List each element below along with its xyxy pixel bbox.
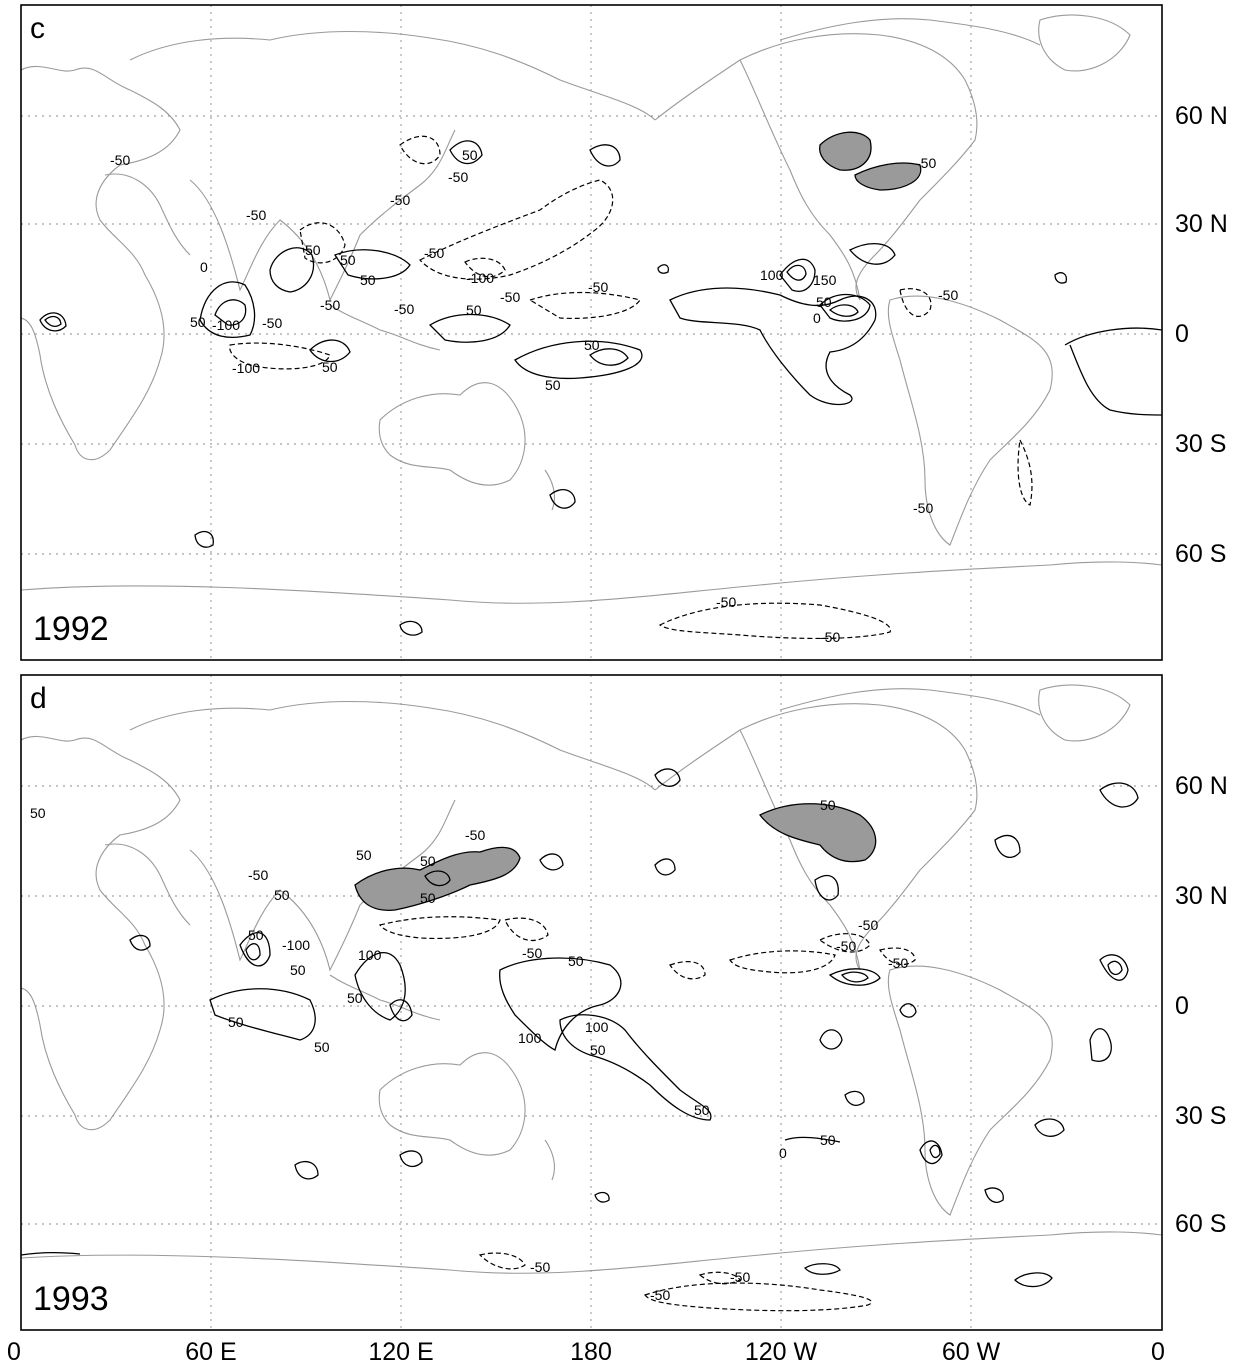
lat-label-eq: 0 bbox=[1175, 320, 1189, 348]
contour-label: 150 bbox=[813, 272, 837, 288]
contour-label: -50 bbox=[110, 152, 130, 168]
contour-label: 100 bbox=[358, 947, 382, 963]
contour-label: -50 bbox=[730, 1269, 750, 1285]
contour-label: -50 bbox=[588, 279, 608, 295]
contour-label: -50 bbox=[448, 169, 468, 185]
contour-label: -50 bbox=[858, 917, 878, 933]
contour-label: -50 bbox=[248, 867, 268, 883]
panel-c-letter: c bbox=[30, 12, 45, 45]
contour-label: -50 bbox=[424, 245, 444, 261]
contour-label: 50 bbox=[228, 1014, 244, 1030]
lon-label-60w: 60 W bbox=[942, 1338, 1001, 1366]
contour-label: 50 bbox=[340, 252, 356, 268]
contour-label: 50 bbox=[816, 294, 832, 310]
contour-label: 50 bbox=[274, 887, 290, 903]
contour-label: 100 bbox=[585, 1019, 609, 1035]
lat-labels-d: 60 N 30 N 0 30 S 60 S bbox=[1175, 772, 1228, 1238]
contour-label: -100 bbox=[232, 360, 260, 376]
contour-label: 50 bbox=[356, 847, 372, 863]
contour-label: -100 bbox=[282, 937, 310, 953]
contour-label: 50 bbox=[322, 359, 338, 375]
contour-label: -50 bbox=[836, 938, 856, 954]
contour-label: 0 bbox=[813, 310, 821, 326]
coastlines-d bbox=[21, 684, 1162, 1274]
lon-label-0-right: 0 bbox=[1151, 1338, 1165, 1366]
panel-c-frame bbox=[20, 4, 1163, 661]
lon-labels: 0 60 E 120 E 180 120 W 60 W 0 bbox=[7, 1338, 1165, 1366]
contour-label: -100 bbox=[212, 317, 240, 333]
gridlines-c bbox=[21, 5, 1162, 660]
panel-d-letter: d bbox=[30, 682, 47, 715]
contour-labels-c: -50 50 -50 -50 -50 50 0 -100 50 50 -100 … bbox=[110, 147, 958, 645]
contour-label: -50 bbox=[913, 500, 933, 516]
contour-label: 50 bbox=[305, 242, 321, 258]
contour-label: 50 bbox=[190, 314, 206, 330]
contour-label: -50 bbox=[246, 207, 266, 223]
contour-label: -50 bbox=[465, 827, 485, 843]
contour-label: 50 bbox=[360, 272, 376, 288]
contour-label: 50 bbox=[584, 337, 600, 353]
contour-label: 100 bbox=[760, 267, 784, 283]
lat-label-60s: 60 S bbox=[1175, 1210, 1226, 1238]
contour-label: 50 bbox=[590, 1042, 606, 1058]
contour-labels-d: 50 -50 50 50 -50 50 -100 100 50 50 50 50… bbox=[30, 797, 908, 1303]
lat-labels-c: 60 N 30 N 0 30 S 60 S bbox=[1175, 102, 1228, 568]
lon-label-180: 180 bbox=[570, 1338, 612, 1366]
contour-label: -50 bbox=[820, 629, 840, 645]
contour-label: -50 bbox=[716, 594, 736, 610]
lat-label-30s: 30 S bbox=[1175, 1102, 1226, 1130]
panel-c: -50 50 -50 -50 -50 50 0 -100 50 50 -100 … bbox=[20, 4, 1228, 661]
contours-c bbox=[39, 131, 1162, 640]
lon-label-120w: 120 W bbox=[745, 1338, 818, 1366]
coastlines-c bbox=[21, 14, 1162, 604]
contour-label: -50 bbox=[320, 297, 340, 313]
panel-d: 50 -50 50 50 -50 50 -100 100 50 50 50 50… bbox=[20, 674, 1228, 1331]
lon-label-0: 0 bbox=[7, 1338, 21, 1366]
contour-label: -100 bbox=[466, 270, 494, 286]
contour-label: -50 bbox=[394, 301, 414, 317]
contour-label: 0 bbox=[779, 1145, 787, 1161]
contour-label: 50 bbox=[248, 927, 264, 943]
lat-label-30n: 30 N bbox=[1175, 210, 1228, 238]
contour-label: -50 bbox=[650, 1287, 670, 1303]
contour-label: 50 bbox=[290, 962, 306, 978]
contour-label: 50 bbox=[30, 805, 46, 821]
contour-label: 100 bbox=[518, 1030, 542, 1046]
contour-label: 50 bbox=[462, 147, 478, 163]
contour-label: -50 bbox=[530, 1259, 550, 1275]
lon-label-120e: 120 E bbox=[368, 1338, 433, 1366]
contour-label: -50 bbox=[916, 155, 936, 171]
contour-label: 50 bbox=[694, 1102, 710, 1118]
contour-label: 50 bbox=[820, 1132, 836, 1148]
contour-label: -50 bbox=[522, 945, 542, 961]
contour-label: 50 bbox=[820, 797, 836, 813]
lat-label-60s: 60 S bbox=[1175, 540, 1226, 568]
contour-label: 50 bbox=[568, 953, 584, 969]
lat-label-60n: 60 N bbox=[1175, 772, 1228, 800]
contour-label: 50 bbox=[420, 890, 436, 906]
contour-label: -50 bbox=[888, 955, 908, 971]
panel-d-year: 1993 bbox=[33, 1280, 109, 1318]
contour-label: -50 bbox=[500, 289, 520, 305]
lat-label-60n: 60 N bbox=[1175, 102, 1228, 130]
lat-label-30n: 30 N bbox=[1175, 882, 1228, 910]
panel-d-frame bbox=[20, 674, 1163, 1331]
lon-label-60e: 60 E bbox=[185, 1338, 236, 1366]
contour-label: -50 bbox=[938, 287, 958, 303]
contours-d bbox=[21, 768, 1139, 1312]
contour-label: 50 bbox=[314, 1039, 330, 1055]
contour-label: -50 bbox=[262, 315, 282, 331]
gridlines-d bbox=[21, 675, 1162, 1330]
panel-c-year: 1992 bbox=[33, 610, 109, 648]
contour-label: 50 bbox=[347, 990, 363, 1006]
lat-label-30s: 30 S bbox=[1175, 430, 1226, 458]
contour-label: 50 bbox=[466, 302, 482, 318]
lat-label-eq: 0 bbox=[1175, 992, 1189, 1020]
contour-label: -50 bbox=[390, 192, 410, 208]
contour-label: 50 bbox=[420, 853, 436, 869]
contour-label: 50 bbox=[545, 377, 561, 393]
contour-label: 0 bbox=[200, 259, 208, 275]
